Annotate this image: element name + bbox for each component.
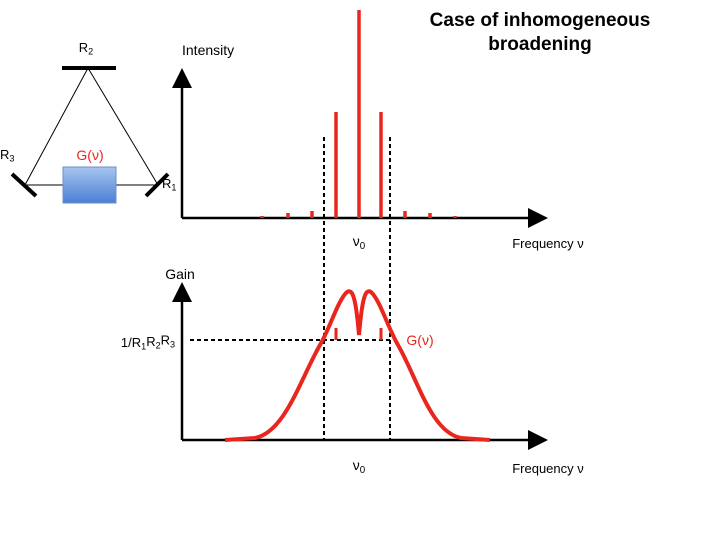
gain-label: G(ν) bbox=[76, 147, 103, 163]
label-text: 1/R bbox=[121, 335, 141, 350]
threshold-label: 1/R1R2R3 bbox=[121, 333, 175, 352]
title-line: Case of inhomogeneous bbox=[430, 10, 651, 31]
mirror-label: R2 bbox=[79, 40, 93, 57]
label-text: ν bbox=[353, 233, 360, 249]
hole-markers bbox=[323, 137, 391, 440]
mirror-label: R1 bbox=[162, 176, 176, 193]
subscript: 0 bbox=[360, 241, 366, 252]
x-label: Frequency ν bbox=[512, 461, 584, 476]
subscript: 1 bbox=[171, 183, 176, 193]
subscript: 3 bbox=[9, 154, 14, 164]
subscript: 0 bbox=[360, 465, 366, 476]
title-line: broadening bbox=[488, 34, 591, 55]
center-label: ν0 bbox=[353, 233, 366, 252]
label-text: R bbox=[79, 40, 88, 55]
y-label: Intensity bbox=[182, 42, 234, 58]
subscript: 2 bbox=[156, 341, 161, 351]
subscript: 1 bbox=[141, 342, 146, 352]
cavity bbox=[10, 66, 170, 198]
gain-curve bbox=[224, 289, 491, 442]
x-label: Frequency ν bbox=[512, 236, 584, 251]
curve-label: G(ν) bbox=[406, 332, 433, 348]
burned-holes bbox=[334, 328, 383, 340]
label-text: R bbox=[146, 334, 155, 349]
label-text: R bbox=[0, 147, 9, 162]
label-text: ν bbox=[353, 457, 360, 473]
label-text: R bbox=[162, 176, 171, 191]
subscript: 2 bbox=[88, 47, 93, 57]
subscript: 3 bbox=[170, 339, 175, 349]
label-text: R bbox=[161, 333, 170, 348]
center-label: ν0 bbox=[353, 457, 366, 476]
y-label: Gain bbox=[165, 266, 195, 282]
spectral-lines bbox=[260, 10, 457, 218]
mirror-label: R3 bbox=[0, 147, 14, 164]
gain-medium bbox=[62, 166, 117, 204]
